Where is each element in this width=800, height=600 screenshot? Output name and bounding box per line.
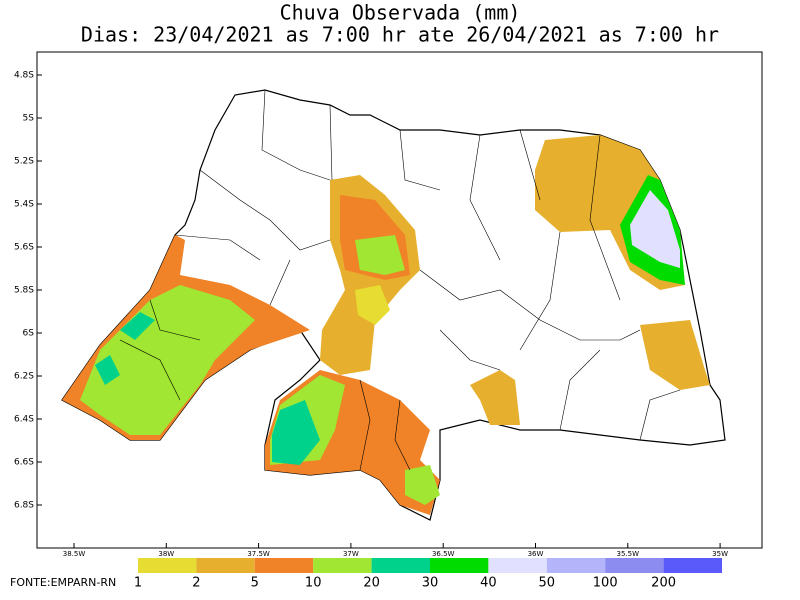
subtitle: Dias: 23/04/2021 as 7:00 hr ate 26/04/20… [81, 23, 719, 47]
legend-swatch [138, 558, 197, 573]
source: FONTE:EMPARN-RN [10, 576, 116, 589]
lon-label: 38W [158, 550, 174, 558]
lat-label: 6.2S [14, 372, 34, 382]
rain-area [355, 285, 390, 325]
lon-label: 35W [712, 550, 728, 558]
legend-swatch [546, 558, 606, 573]
lat-label: 5.2S [14, 157, 34, 167]
lon-label: 36W [528, 550, 544, 558]
longitude-axis: 38.5W 38W 37.5W 37W 36.5W 36W 35.5W 35W [63, 543, 728, 558]
latitude-axis: 4.8S 5S 5.2S 5.4S 5.6S 5.8S 6S 6.2S 6.4S 6.6S 6.8S [14, 71, 42, 511]
municipal-borders [119, 89, 681, 471]
lat-label: 6.6S [14, 458, 34, 468]
lat-label: 5.8S [14, 286, 34, 296]
rain-area [640, 320, 710, 390]
lat-label: 5.6S [14, 243, 34, 253]
legend-label: 10 [305, 576, 322, 591]
lon-label: 37W [343, 550, 359, 558]
legend-label: 2 [192, 576, 200, 591]
lat-label: 6.8S [14, 501, 34, 511]
legend-swatch [254, 558, 314, 573]
legend-swatch [371, 558, 430, 573]
rain-area [120, 312, 155, 340]
lat-label: 4.8S [14, 71, 34, 81]
legend-swatch [313, 558, 372, 573]
lon-label: 37.5W [247, 550, 270, 558]
rain-area [405, 465, 440, 505]
legend-swatch [488, 558, 547, 573]
rain-area [630, 190, 680, 268]
legend-label: 100 [593, 576, 618, 591]
lat-label: 6.4S [14, 415, 34, 425]
legend-label: 50 [539, 576, 556, 591]
legend-label: 30 [422, 576, 439, 591]
legend-label: 1 [134, 576, 142, 591]
legend-swatch [196, 558, 255, 573]
legend-label: 200 [651, 576, 676, 591]
legend-swatch [605, 558, 664, 573]
legend-swatch [663, 558, 722, 573]
state-map [61, 89, 726, 521]
legend-label: 20 [363, 576, 380, 591]
legend-label: 40 [480, 576, 497, 591]
rain-area [80, 285, 255, 435]
title: Chuva Observada (mm) [280, 1, 521, 25]
rain-area [355, 235, 405, 275]
lon-label: 35.5W [617, 550, 640, 558]
legend-swatch [430, 558, 489, 573]
rain-area [95, 355, 120, 385]
lat-label: 6S [23, 329, 35, 339]
rain-area [470, 370, 520, 425]
lat-label: 5S [23, 114, 35, 124]
rain-area [272, 400, 320, 465]
legend: 1 2 5 10 20 30 40 50 100 200 [134, 558, 722, 591]
lon-label: 38.5W [63, 550, 86, 558]
lat-label: 5.4S [14, 200, 34, 210]
legend-label: 5 [251, 576, 259, 591]
lon-label: 36.5W [432, 550, 455, 558]
